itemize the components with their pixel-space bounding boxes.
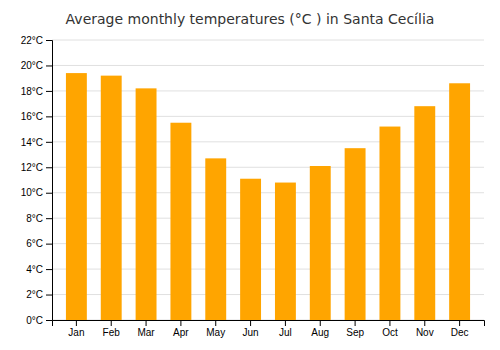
y-tick-label: 14°C — [21, 137, 43, 148]
y-tick-mark — [46, 193, 52, 194]
x-tick-label: Apr — [173, 327, 189, 338]
x-tick-mark — [180, 320, 181, 326]
y-tick-label: 8°C — [26, 213, 43, 224]
bar — [275, 183, 296, 320]
y-tick-mark — [46, 40, 52, 41]
y-tick: 22°C — [21, 35, 52, 46]
grid-line — [52, 65, 484, 66]
y-tick-label: 22°C — [21, 35, 43, 46]
x-tick-label: Nov — [416, 327, 434, 338]
bar — [449, 83, 470, 320]
x-axis-line — [53, 321, 485, 327]
x-tick-mark — [146, 320, 147, 326]
x-tick-label: Jun — [243, 327, 259, 338]
y-tick-label: 4°C — [26, 264, 43, 275]
y-tick: 4°C — [26, 264, 52, 275]
y-tick-label: 0°C — [26, 315, 43, 326]
bars — [66, 73, 470, 320]
y-axis-line — [46, 41, 53, 321]
x-tick: Jan — [68, 320, 84, 338]
x-tick-label: Feb — [103, 327, 121, 338]
bar — [136, 88, 157, 320]
y-tick-mark — [46, 91, 52, 92]
x-tick: Dec — [451, 320, 469, 338]
bar — [414, 106, 435, 320]
y-tick-label: 10°C — [21, 187, 43, 198]
x-tick-mark — [320, 320, 321, 326]
x-tick: May — [206, 320, 225, 338]
y-tick-label: 20°C — [21, 60, 43, 71]
x-tick-mark — [250, 320, 251, 326]
y-tick-mark — [46, 167, 52, 168]
y-tick: 0°C — [26, 315, 52, 326]
x-tick-label: Sep — [346, 327, 364, 338]
y-tick-label: 18°C — [21, 86, 43, 97]
bar — [379, 127, 400, 320]
y-tick: 16°C — [21, 111, 52, 122]
plot: Jan Feb Mar Apr May Jun Jul Aug Sep Oct Nov Dec 0°C 2… — [21, 35, 485, 338]
y-tick-label: 6°C — [26, 238, 43, 249]
grid-line — [52, 40, 484, 41]
x-tick-label: Jul — [279, 327, 292, 338]
x-tick: Sep — [346, 320, 364, 338]
x-tick-mark — [424, 320, 425, 326]
chart: Average monthly temperatures (°C ) in Sa… — [0, 0, 500, 350]
x-tick: Jul — [279, 320, 292, 338]
x-tick: Aug — [311, 320, 329, 338]
x-tick-mark — [111, 320, 112, 326]
y-tick-mark — [46, 269, 52, 270]
x-tick-label: Mar — [137, 327, 155, 338]
y-tick: 8°C — [26, 213, 52, 224]
y-tick-mark — [46, 142, 52, 143]
x-tick-mark — [459, 320, 460, 326]
x-tick-label: Jan — [68, 327, 84, 338]
y-tick: 20°C — [21, 60, 52, 71]
x-tick-mark — [389, 320, 390, 326]
x-tick: Apr — [173, 320, 189, 338]
y-tick-label: 2°C — [26, 289, 43, 300]
x-tick-label: Dec — [451, 327, 469, 338]
x-tick-label: Oct — [382, 327, 398, 338]
x-axis: Jan Feb Mar Apr May Jun Jul Aug Sep Oct Nov Dec — [53, 320, 485, 338]
bar — [310, 166, 331, 320]
bar — [205, 158, 226, 320]
y-tick-mark — [46, 244, 52, 245]
y-tick: 14°C — [21, 137, 52, 148]
y-tick: 10°C — [21, 187, 52, 198]
x-tick-mark — [215, 320, 216, 326]
bar — [66, 73, 87, 320]
y-tick-mark — [46, 320, 52, 321]
grid — [52, 40, 484, 320]
x-tick-label: Aug — [311, 327, 329, 338]
bar — [345, 148, 366, 320]
y-tick-mark — [46, 295, 52, 296]
y-tick-label: 12°C — [21, 162, 43, 173]
bar — [240, 179, 261, 320]
x-tick: Nov — [416, 320, 434, 338]
y-tick: 18°C — [21, 86, 52, 97]
x-tick-mark — [285, 320, 286, 326]
bar — [101, 76, 122, 320]
x-tick-mark — [355, 320, 356, 326]
y-tick: 2°C — [26, 289, 52, 300]
y-tick: 6°C — [26, 238, 52, 249]
bar — [170, 123, 191, 320]
title: Average monthly temperatures (°C ) in Sa… — [66, 11, 435, 27]
x-tick: Oct — [382, 320, 398, 338]
x-tick: Feb — [103, 320, 121, 338]
x-tick-label: May — [206, 327, 225, 338]
y-tick-mark — [46, 218, 52, 219]
y-axis: 0°C 2°C 4°C 6°C 8°C 10°C 12°C 14°C 16°C 18°C 20°C 2… — [21, 35, 53, 326]
y-tick-mark — [46, 65, 52, 66]
x-tick: Jun — [243, 320, 259, 338]
y-tick-label: 16°C — [21, 111, 43, 122]
x-tick-mark — [76, 320, 77, 326]
y-tick: 12°C — [21, 162, 52, 173]
x-tick: Mar — [137, 320, 155, 338]
y-tick-mark — [46, 116, 52, 117]
